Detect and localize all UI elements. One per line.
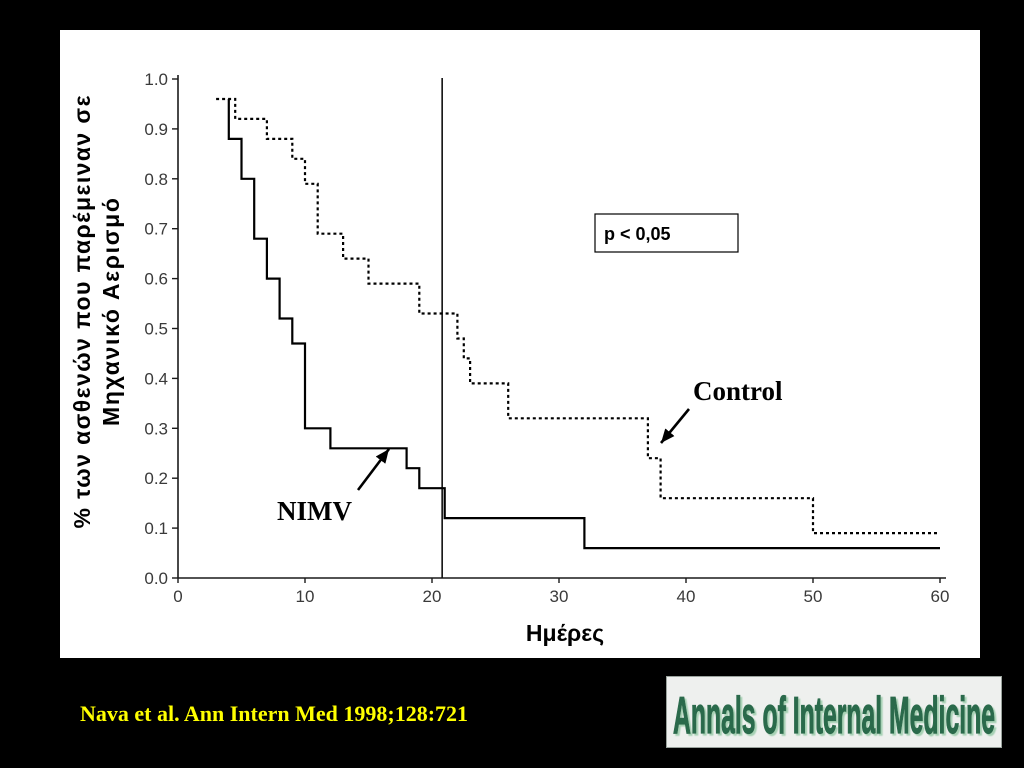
series-line-control xyxy=(216,97,940,535)
chart-panel: % των ασθενών που παρέμειναν σε Μηχανικό… xyxy=(60,30,980,658)
survival-chart: % των ασθενών που παρέμειναν σε Μηχανικό… xyxy=(69,70,949,646)
control-series-label: Control xyxy=(693,376,783,406)
y-tick-label: 0.9 xyxy=(144,120,168,139)
p-value-annotation: p < 0,05 xyxy=(594,213,739,253)
x-axis-ticks: 0 10 20 30 40 50 60 xyxy=(173,578,949,606)
y-tick-label: 0.0 xyxy=(144,569,168,588)
nimv-series-label: NIMV xyxy=(277,496,352,526)
x-tick-label: 0 xyxy=(173,587,182,606)
y-axis-ticks: 0.0 0.1 0.2 0.3 0.4 0.5 0.6 0.7 0.8 0.9 1.0 xyxy=(144,70,178,588)
y-tick-label: 0.7 xyxy=(144,220,168,239)
series-layer xyxy=(216,97,940,550)
control-arrow xyxy=(659,408,691,444)
x-tick-label: 30 xyxy=(550,587,569,606)
p-value-text: p < 0,05 xyxy=(604,224,671,244)
x-tick-label: 20 xyxy=(423,587,442,606)
citation: Nava et al. Ann Intern Med 1998;128:721 xyxy=(80,701,469,726)
nimv-arrow xyxy=(356,448,391,491)
x-axis-title: Ημέρες xyxy=(526,620,604,646)
y-tick-label: 0.3 xyxy=(144,419,168,438)
x-tick-label: 60 xyxy=(931,587,950,606)
y-tick-label: 0.2 xyxy=(144,469,168,488)
journal-logo: Annals of Internal Medicine xyxy=(666,676,1002,748)
y-tick-label: 0.1 xyxy=(144,519,168,538)
y-tick-label: 0.8 xyxy=(144,170,168,189)
x-tick-label: 40 xyxy=(677,587,696,606)
y-tick-label: 0.6 xyxy=(144,270,168,289)
journal-logo-text: Annals of Internal Medicine xyxy=(673,687,995,745)
x-tick-label: 50 xyxy=(804,587,823,606)
y-axis-title: % των ασθενών που παρέμειναν σε Μηχανικό… xyxy=(69,95,124,528)
p-value-box xyxy=(594,213,739,253)
x-tick-label: 10 xyxy=(296,587,315,606)
series-line-nimv xyxy=(227,99,940,550)
y-tick-label: 0.4 xyxy=(144,369,168,388)
y-axis-title-line-2: Μηχανικό Αερισμό xyxy=(98,198,124,426)
y-axis-title-line-1: % των ασθενών που παρέμειναν σε xyxy=(69,95,95,528)
y-tick-label: 1.0 xyxy=(144,70,168,89)
y-tick-label: 0.5 xyxy=(144,320,168,339)
